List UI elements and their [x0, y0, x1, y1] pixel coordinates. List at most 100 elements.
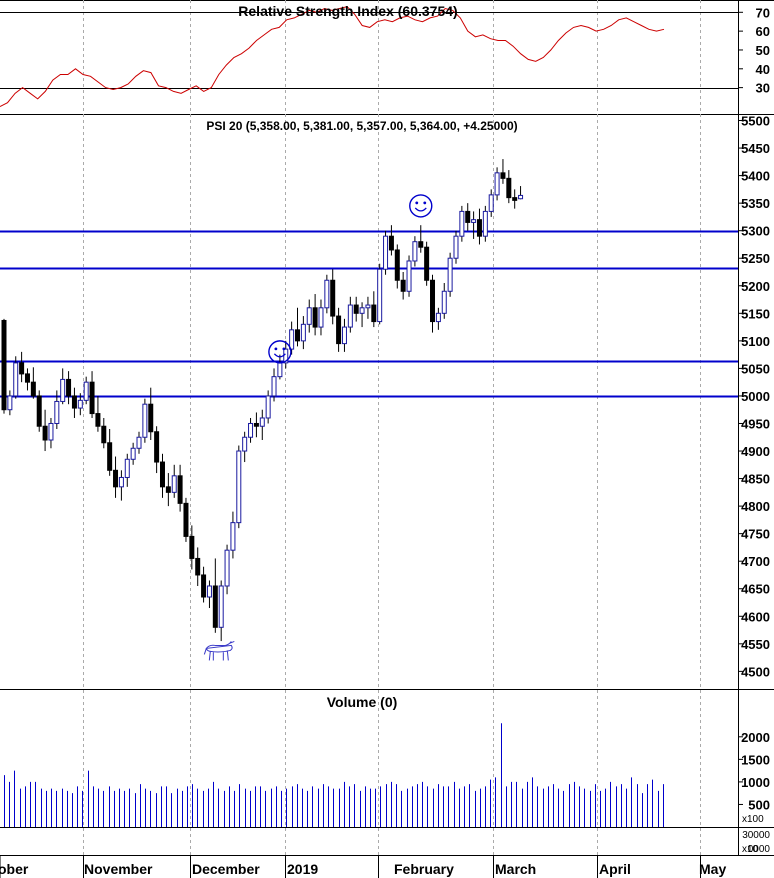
- smiley-face: [268, 340, 292, 364]
- x-label-april: April: [599, 861, 631, 877]
- volume-tick-label-500: 500: [748, 797, 770, 812]
- candle-body: [148, 403, 154, 433]
- rsi-tick-label-60: 60: [756, 24, 770, 39]
- price-axis-ticks: 5500 5450 5400 5350 5300 5250 5200 5150 5100 5050…: [738, 114, 770, 679]
- candle-body: [500, 172, 506, 179]
- candle-body: [224, 549, 230, 587]
- price-tick-label-5000: 5000: [741, 389, 770, 404]
- price-tick-label-5150: 5150: [741, 306, 770, 321]
- candle-body: [371, 304, 377, 323]
- x-label-2019: 2019: [287, 861, 318, 877]
- candle-body: [359, 307, 365, 314]
- price-tick-label-5350: 5350: [741, 196, 770, 211]
- price-tick-label-5050: 5050: [741, 361, 770, 376]
- candle-body: [400, 279, 406, 292]
- candle-body: [19, 362, 25, 375]
- candle-body: [171, 475, 177, 493]
- volume-tick-label-1000: 1000: [741, 775, 770, 790]
- candle-body: [459, 210, 465, 237]
- price-tick-label-5300: 5300: [741, 224, 770, 239]
- smiley-eye: [423, 201, 427, 205]
- candle-body: [118, 476, 124, 488]
- candle-body: [259, 417, 265, 427]
- smiley-face: [409, 194, 433, 218]
- candle-body: [424, 246, 430, 281]
- rsi-tick-label-30: 30: [756, 81, 770, 96]
- price-tick-label-4850: 4850: [741, 472, 770, 487]
- candle-body: [447, 257, 453, 292]
- candle-body: [353, 304, 359, 314]
- candle-body: [54, 400, 60, 424]
- price-tick-label-4750: 4750: [741, 527, 770, 542]
- candle-body: [236, 450, 242, 524]
- candle-body: [66, 378, 72, 397]
- x-label-may: May: [699, 861, 726, 877]
- candle-body: [341, 326, 347, 345]
- candle-body: [242, 436, 248, 452]
- candle-body: [453, 235, 459, 259]
- volume-sub-label: x100: [742, 814, 764, 825]
- candle-body: [465, 210, 471, 223]
- price-tick-label-5100: 5100: [741, 334, 770, 349]
- panel-frames: [0, 0, 774, 856]
- candlestick-series: [1, 159, 524, 642]
- price-tick-label-4550: 4550: [741, 637, 770, 652]
- rsi-line: [0, 6, 665, 107]
- candle-body: [306, 307, 312, 325]
- candle-body: [83, 381, 89, 401]
- candle-body: [71, 395, 77, 409]
- candle-body: [1, 319, 7, 411]
- candle-body: [336, 315, 342, 345]
- smiley-mouth: [273, 353, 286, 358]
- volume-axis-ticks: 2000 1500 1000 500: [738, 730, 770, 812]
- candle-body: [265, 395, 271, 419]
- candle-body: [48, 422, 54, 441]
- price-tick-label-4600: 4600: [741, 609, 770, 624]
- price-tick-label-5200: 5200: [741, 279, 770, 294]
- x-axis-labels: ober November December 2019 February March Apr…: [0, 855, 726, 878]
- rsi-reference-lines: [0, 12, 738, 89]
- candle-body: [101, 425, 107, 444]
- candle-body: [300, 323, 306, 342]
- smiley-eye: [274, 347, 278, 351]
- price-tick-label-4950: 4950: [741, 416, 770, 431]
- candle-body: [518, 194, 524, 200]
- candle-body: [230, 522, 236, 551]
- candle-body: [189, 535, 195, 559]
- volume-sub-label: 0000: [748, 844, 771, 855]
- candle-body: [130, 447, 136, 460]
- volume-sub-label: x10: [742, 844, 759, 855]
- candle-body: [494, 172, 500, 196]
- candle-body: [248, 422, 254, 438]
- candle-body: [482, 210, 488, 237]
- price-tick-label-4900: 4900: [741, 444, 770, 459]
- bull-icon: [203, 640, 235, 661]
- candle-body: [488, 194, 494, 212]
- candle-body: [95, 413, 101, 427]
- candle-body: [512, 197, 518, 201]
- candle-body: [295, 329, 300, 342]
- candle-body: [107, 442, 113, 471]
- volume-tick-label-1500: 1500: [741, 752, 770, 767]
- candle-body: [36, 395, 42, 427]
- candle-body: [435, 312, 441, 323]
- candle-body: [312, 307, 318, 328]
- candle-body: [365, 304, 371, 309]
- candle-body: [330, 279, 336, 317]
- x-label-december: December: [192, 861, 260, 877]
- price-tick-label-5500: 5500: [741, 114, 770, 129]
- candle-body: [154, 431, 160, 463]
- candle-body: [324, 279, 330, 309]
- smiley-icon: [409, 194, 433, 218]
- volume-title: Volume (0): [327, 694, 398, 710]
- chart-markers: [203, 194, 433, 661]
- candle-body: [212, 585, 218, 628]
- candle-body: [201, 574, 207, 598]
- candle-body: [165, 486, 171, 493]
- candle-body: [113, 469, 119, 488]
- rsi-tick-label-50: 50: [756, 43, 770, 58]
- price-tick-label-5400: 5400: [741, 169, 770, 184]
- candle-body: [77, 399, 83, 409]
